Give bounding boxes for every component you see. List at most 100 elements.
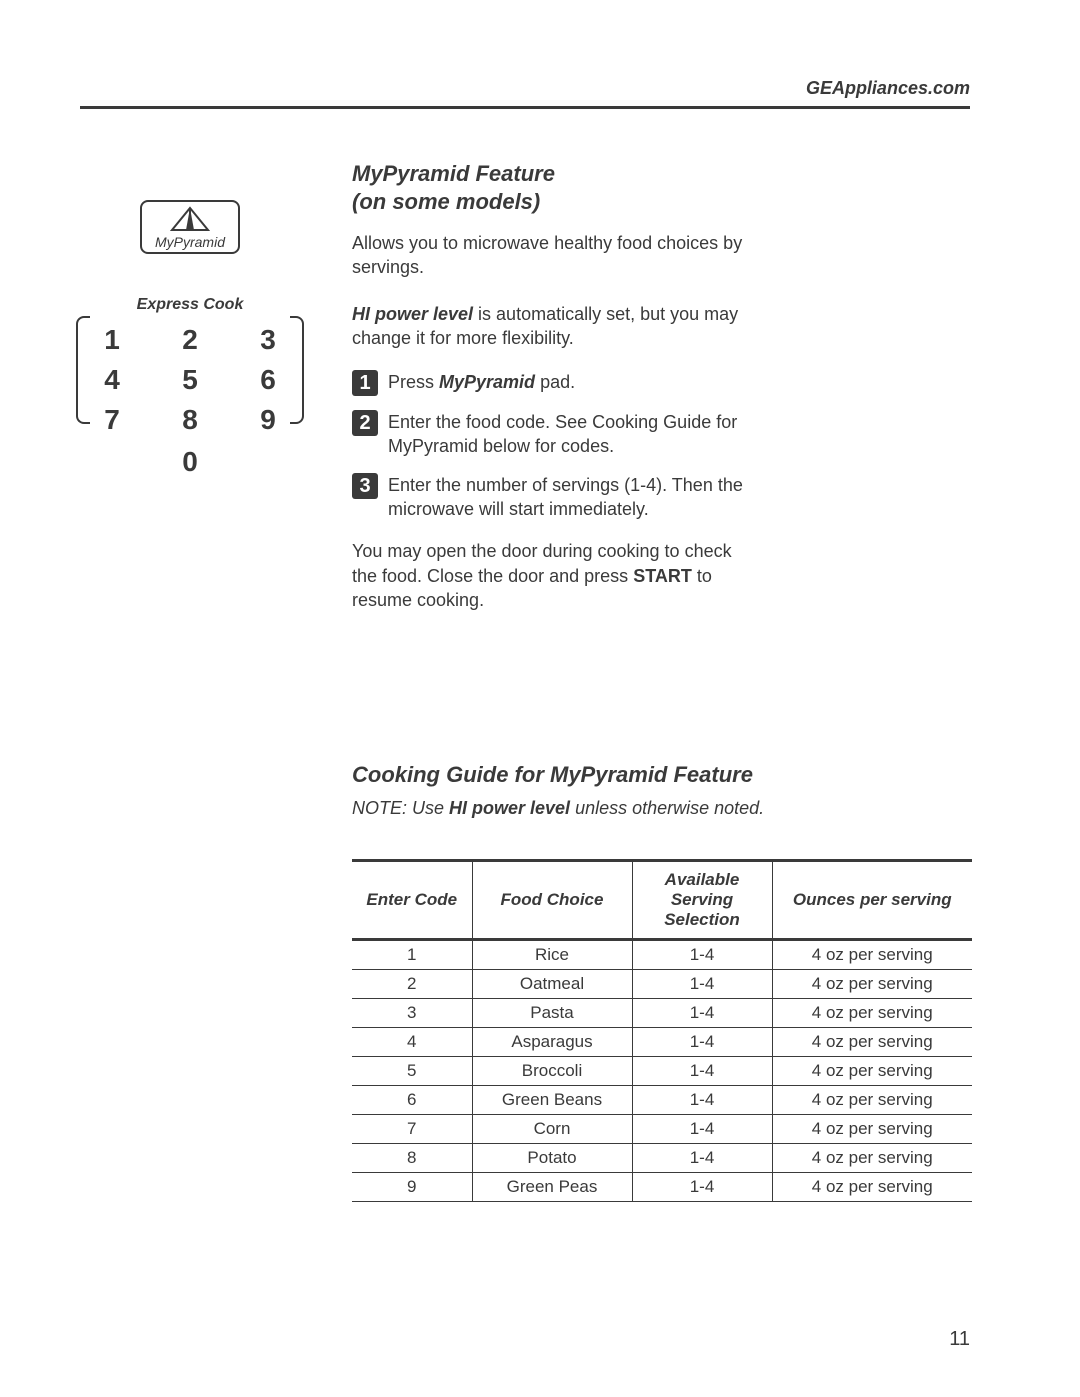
step-1-text: Press MyPyramid pad. bbox=[388, 370, 575, 394]
table-row: 3Pasta1-44 oz per serving bbox=[352, 999, 972, 1028]
pyramid-icon bbox=[168, 206, 212, 232]
key-8[interactable]: 8 bbox=[178, 404, 202, 436]
hi-power-bold: HI power level bbox=[352, 304, 473, 324]
key-0[interactable]: 0 bbox=[80, 440, 300, 478]
table-row: 9Green Peas1-44 oz per serving bbox=[352, 1173, 972, 1202]
cooking-guide-note: NOTE: Use HI power level unless otherwis… bbox=[352, 798, 970, 819]
table-cell: 1-4 bbox=[632, 1028, 772, 1057]
content-area: MyPyramid Express Cook 1 2 3 4 5 6 7 bbox=[80, 160, 970, 612]
table-cell: Corn bbox=[472, 1115, 632, 1144]
table-cell: 4 oz per serving bbox=[772, 1115, 972, 1144]
step-1-bold: MyPyramid bbox=[439, 372, 535, 392]
table-header-row: Enter Code Food Choice Available Serving… bbox=[352, 861, 972, 940]
table-cell: 1-4 bbox=[632, 1144, 772, 1173]
table-cell: Asparagus bbox=[472, 1028, 632, 1057]
th-serving-selection: Available Serving Selection bbox=[632, 861, 772, 940]
express-cook-region: Express Cook 1 2 3 4 5 6 7 8 9 bbox=[80, 296, 300, 478]
table-row: 5Broccoli1-44 oz per serving bbox=[352, 1057, 972, 1086]
key-5[interactable]: 5 bbox=[178, 364, 202, 396]
step-3: 3 Enter the number of servings (1-4). Th… bbox=[352, 473, 782, 522]
steps-list: 1 Press MyPyramid pad. 2 Enter the food … bbox=[352, 370, 970, 521]
guide-note-pre: NOTE: Use bbox=[352, 798, 449, 818]
feature-intro: Allows you to microwave healthy food cho… bbox=[352, 231, 752, 280]
step-1-number: 1 bbox=[352, 370, 378, 396]
th-enter-code: Enter Code bbox=[352, 861, 472, 940]
table-cell: 1 bbox=[352, 940, 472, 970]
keypad-row-2: 4 5 6 bbox=[80, 360, 300, 400]
table-cell: 1-4 bbox=[632, 999, 772, 1028]
key-4[interactable]: 4 bbox=[100, 364, 124, 396]
guide-note-bold: HI power level bbox=[449, 798, 570, 818]
cooking-guide-section: Cooking Guide for MyPyramid Feature NOTE… bbox=[352, 762, 970, 1202]
keypad-row-1: 1 2 3 bbox=[80, 320, 300, 360]
table-cell: 8 bbox=[352, 1144, 472, 1173]
key-6[interactable]: 6 bbox=[256, 364, 280, 396]
th-food-choice: Food Choice bbox=[472, 861, 632, 940]
table-cell: 1-4 bbox=[632, 1173, 772, 1202]
cooking-guide-title: Cooking Guide for MyPyramid Feature bbox=[352, 762, 970, 788]
step-1: 1 Press MyPyramid pad. bbox=[352, 370, 782, 396]
step-1-post: pad. bbox=[535, 372, 575, 392]
table-row: 2Oatmeal1-44 oz per serving bbox=[352, 970, 972, 999]
table-cell: 4 oz per serving bbox=[772, 1086, 972, 1115]
table-cell: 2 bbox=[352, 970, 472, 999]
table-cell: 4 oz per serving bbox=[772, 970, 972, 999]
table-cell: 1-4 bbox=[632, 940, 772, 970]
table-cell: Green Peas bbox=[472, 1173, 632, 1202]
step-2-text: Enter the food code. See Cooking Guide f… bbox=[388, 410, 782, 459]
table-cell: 4 oz per serving bbox=[772, 1028, 972, 1057]
step-3-number: 3 bbox=[352, 473, 378, 499]
th-ounces: Ounces per serving bbox=[772, 861, 972, 940]
table-cell: Potato bbox=[472, 1144, 632, 1173]
keypad: 1 2 3 4 5 6 7 8 9 0 bbox=[80, 320, 300, 478]
table-cell: 4 oz per serving bbox=[772, 1144, 972, 1173]
hi-power-note: HI power level is automatically set, but… bbox=[352, 302, 752, 351]
resume-note: You may open the door during cooking to … bbox=[352, 539, 752, 612]
table-cell: 4 oz per serving bbox=[772, 940, 972, 970]
bracket-left bbox=[76, 316, 90, 424]
feature-title-line1: MyPyramid Feature bbox=[352, 161, 555, 186]
table-row: 1Rice1-44 oz per serving bbox=[352, 940, 972, 970]
cooking-guide-table: Enter Code Food Choice Available Serving… bbox=[352, 859, 972, 1202]
keypad-row-3: 7 8 9 bbox=[80, 400, 300, 440]
key-9[interactable]: 9 bbox=[256, 404, 280, 436]
table-row: 6Green Beans1-44 oz per serving bbox=[352, 1086, 972, 1115]
table-cell: Green Beans bbox=[472, 1086, 632, 1115]
table-cell: 6 bbox=[352, 1086, 472, 1115]
table-row: 4Asparagus1-44 oz per serving bbox=[352, 1028, 972, 1057]
table-cell: 4 oz per serving bbox=[772, 1057, 972, 1086]
header-divider bbox=[80, 106, 970, 109]
table-cell: Rice bbox=[472, 940, 632, 970]
express-cook-label: Express Cook bbox=[80, 296, 300, 314]
step-2: 2 Enter the food code. See Cooking Guide… bbox=[352, 410, 782, 459]
bracket-right bbox=[290, 316, 304, 424]
table-cell: 3 bbox=[352, 999, 472, 1028]
key-7[interactable]: 7 bbox=[100, 404, 124, 436]
table-cell: 4 oz per serving bbox=[772, 999, 972, 1028]
mypyramid-button[interactable]: MyPyramid bbox=[140, 200, 240, 254]
table-row: 8Potato1-44 oz per serving bbox=[352, 1144, 972, 1173]
table-cell: Broccoli bbox=[472, 1057, 632, 1086]
step-2-number: 2 bbox=[352, 410, 378, 436]
key-3[interactable]: 3 bbox=[256, 324, 280, 356]
mypyramid-button-label: MyPyramid bbox=[142, 234, 238, 250]
feature-title: MyPyramid Feature (on some models) bbox=[352, 160, 970, 215]
table-cell: 4 bbox=[352, 1028, 472, 1057]
table-cell: 4 oz per serving bbox=[772, 1173, 972, 1202]
table-cell: 9 bbox=[352, 1173, 472, 1202]
key-1[interactable]: 1 bbox=[100, 324, 124, 356]
table-cell: 5 bbox=[352, 1057, 472, 1086]
feature-title-line2: (on some models) bbox=[352, 189, 540, 214]
table-cell: 7 bbox=[352, 1115, 472, 1144]
header-url: GEAppliances.com bbox=[806, 78, 970, 99]
table-cell: Pasta bbox=[472, 999, 632, 1028]
guide-note-post: unless otherwise noted. bbox=[570, 798, 764, 818]
page-number: 11 bbox=[949, 1328, 970, 1351]
table-cell: 1-4 bbox=[632, 970, 772, 999]
left-column: MyPyramid Express Cook 1 2 3 4 5 6 7 bbox=[80, 160, 300, 612]
table-cell: 1-4 bbox=[632, 1057, 772, 1086]
step-3-text: Enter the number of servings (1-4). Then… bbox=[388, 473, 782, 522]
step-1-pre: Press bbox=[388, 372, 439, 392]
key-2[interactable]: 2 bbox=[178, 324, 202, 356]
table-cell: Oatmeal bbox=[472, 970, 632, 999]
